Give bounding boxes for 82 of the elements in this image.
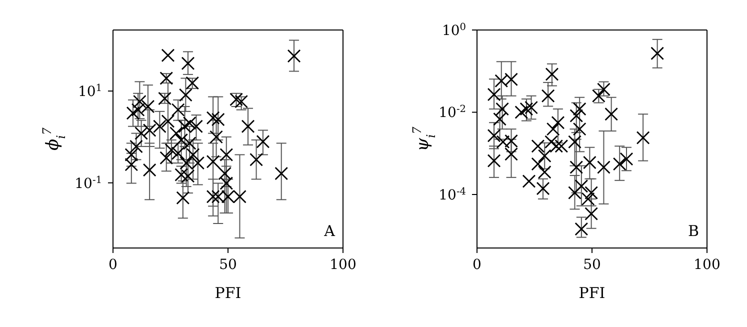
annotation: A [324, 222, 335, 240]
y-tick-label: 10$^{-4}$ [438, 186, 466, 204]
point [584, 186, 598, 200]
point [487, 88, 501, 102]
point [206, 154, 220, 168]
point [551, 116, 565, 130]
point [211, 112, 225, 126]
point [541, 89, 555, 103]
point [550, 139, 564, 153]
point [287, 49, 301, 63]
point [574, 222, 588, 236]
x-axis-title: PFI [578, 284, 606, 302]
point [531, 157, 545, 171]
point [572, 122, 586, 136]
point [522, 174, 536, 188]
point [544, 135, 558, 149]
point [520, 102, 534, 116]
point [538, 149, 552, 163]
y-tick-label: 10$^{1}$ [78, 82, 102, 100]
point [538, 165, 552, 179]
point [124, 148, 138, 162]
point [182, 116, 196, 130]
point [493, 112, 506, 126]
point [620, 152, 634, 166]
point [164, 143, 178, 157]
point [531, 139, 545, 153]
point [487, 128, 501, 142]
point [210, 130, 223, 144]
y-tick-label: 10$^{0}$ [442, 22, 466, 39]
point [504, 147, 518, 161]
x-tick-label: 100 [330, 257, 356, 273]
x-tick-label: 50 [219, 257, 237, 273]
point [161, 114, 175, 128]
point [171, 103, 185, 117]
point [206, 111, 220, 125]
point [241, 120, 255, 134]
point [274, 166, 288, 180]
point [170, 126, 183, 140]
point [583, 156, 596, 170]
point [570, 109, 584, 122]
point [220, 148, 234, 162]
point [124, 158, 138, 172]
point [126, 106, 140, 120]
point [181, 169, 195, 183]
x-axis-title: PFI [214, 284, 242, 302]
y-tick-label: 10$^{-1}$ [74, 174, 102, 192]
point [572, 102, 586, 116]
point [636, 131, 650, 144]
point [568, 135, 582, 149]
x-tick-label: 0 [108, 257, 118, 273]
x-tick-label: 0 [472, 257, 482, 273]
x-tick-label: 100 [694, 257, 720, 273]
point [650, 46, 664, 60]
point [574, 179, 588, 193]
point [250, 152, 263, 166]
point [546, 122, 560, 136]
point [487, 154, 501, 168]
point [597, 160, 610, 174]
point [220, 176, 234, 190]
point [160, 151, 174, 165]
point [604, 107, 618, 121]
point [524, 100, 538, 114]
point [130, 140, 143, 154]
point [514, 106, 528, 119]
annotation: B [688, 222, 699, 240]
point [152, 120, 166, 134]
point [256, 134, 270, 148]
point [612, 157, 626, 171]
point [218, 166, 232, 180]
point [536, 182, 550, 196]
y-tick-label: 10$^{-2}$ [438, 104, 466, 122]
point [545, 68, 559, 81]
point [176, 191, 190, 205]
point [132, 94, 146, 108]
point [161, 48, 175, 62]
point [181, 56, 195, 70]
point [178, 88, 192, 102]
x-tick-label: 50 [583, 257, 601, 273]
point [142, 163, 156, 177]
point [568, 186, 582, 200]
point [554, 139, 568, 153]
point [131, 103, 145, 117]
